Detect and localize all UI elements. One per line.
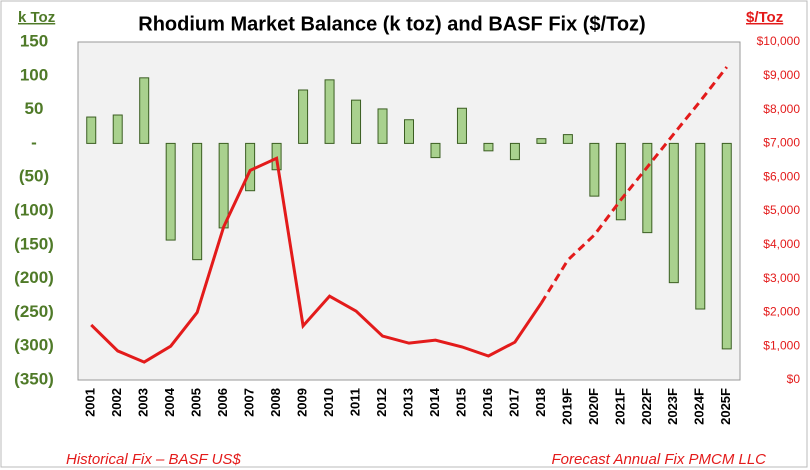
x-tick-label: 2017 — [506, 388, 521, 417]
y2-tick-label: $9,000 — [763, 68, 800, 82]
y-tick-label: (100) — [14, 200, 54, 219]
y-tick-label: (350) — [14, 369, 54, 388]
bar — [218, 142, 229, 229]
chart-title: Rhodium Market Balance (k toz) and BASF … — [138, 13, 645, 35]
y-tick-label: 150 — [20, 31, 48, 50]
y-tick-label: 100 — [20, 65, 48, 84]
bar — [642, 142, 653, 234]
bar — [668, 142, 679, 284]
x-tick-label: 2002 — [109, 388, 124, 417]
bar — [165, 142, 176, 241]
line — [90, 156, 543, 364]
y2-tick-label: $4,000 — [763, 237, 800, 251]
y2-tick-label: $0 — [787, 372, 801, 386]
bar — [86, 116, 97, 144]
bar — [562, 134, 573, 144]
y-tick-label: (50) — [19, 167, 49, 186]
x-tick-label: 2003 — [136, 388, 151, 417]
x-tick-label: 2001 — [83, 388, 98, 417]
x-tick-label: 2022F — [639, 388, 654, 425]
y-tick-label: (300) — [14, 336, 54, 355]
legend-entry: Historical Fix – BASF US$ — [66, 451, 241, 468]
y2-tick-label: $3,000 — [763, 271, 800, 285]
bar — [536, 138, 547, 144]
y-tick-label: 50 — [25, 99, 44, 118]
y-tick-label: (200) — [14, 268, 54, 287]
bar — [404, 119, 414, 144]
bar — [456, 107, 467, 144]
x-tick-label: 2019F — [559, 388, 574, 425]
y-tick-label: (150) — [14, 234, 54, 253]
bar — [192, 142, 203, 261]
bar — [695, 142, 706, 310]
x-tick-label: 2016 — [480, 388, 495, 417]
x-tick-label: 2004 — [162, 387, 177, 417]
y2-tick-label: $8,000 — [763, 102, 800, 116]
bar — [377, 108, 388, 144]
x-tick-label: 2007 — [242, 388, 257, 417]
bar — [615, 142, 626, 221]
line — [540, 66, 728, 304]
y-tick-label: - — [31, 133, 37, 152]
x-tick-label: 2006 — [215, 388, 230, 417]
x-tick-label: 2014 — [427, 387, 442, 417]
y2-tick-label: $6,000 — [763, 169, 800, 183]
x-tick-label: 2009 — [295, 388, 310, 417]
y2-tick-label: $2,000 — [763, 305, 800, 319]
x-tick-label: 2011 — [347, 388, 362, 416]
y-axis-title: k Toz — [18, 9, 55, 26]
x-tick-label: 2024F — [692, 388, 707, 425]
y2-tick-label: $10,000 — [757, 34, 801, 48]
x-tick-label: 2021F — [612, 388, 627, 425]
bar — [245, 142, 256, 192]
bar — [509, 142, 520, 161]
y2-tick-label: $5,000 — [763, 203, 800, 217]
bar — [483, 142, 494, 152]
x-tick-label: 2020F — [586, 388, 601, 425]
bar — [139, 77, 150, 144]
x-tick-label: 2025F — [718, 388, 733, 425]
x-tick-label: 2008 — [268, 388, 283, 417]
legend-entry: Forecast Annual Fix PMCM LLC — [551, 451, 766, 468]
x-tick-label: 2010 — [321, 388, 336, 417]
y2-tick-label: $1,000 — [763, 338, 800, 352]
y2-axis-title: $/Toz — [746, 9, 783, 26]
x-tick-label: 2005 — [189, 388, 204, 417]
y2-tick-label: $7,000 — [763, 136, 800, 150]
x-tick-label: 2012 — [374, 388, 389, 417]
bar — [430, 142, 441, 159]
bar — [351, 99, 362, 144]
x-tick-label: 2013 — [400, 388, 415, 417]
bar — [298, 89, 309, 144]
x-tick-label: 2018 — [533, 388, 548, 417]
bar — [324, 79, 335, 144]
bar — [589, 142, 600, 197]
x-tick-label: 2015 — [453, 388, 468, 417]
bar — [112, 114, 123, 144]
bar — [271, 142, 282, 171]
y-tick-label: (250) — [14, 302, 54, 321]
x-tick-label: 2023F — [665, 388, 680, 425]
plot-area — [77, 41, 741, 381]
bar — [721, 142, 732, 350]
